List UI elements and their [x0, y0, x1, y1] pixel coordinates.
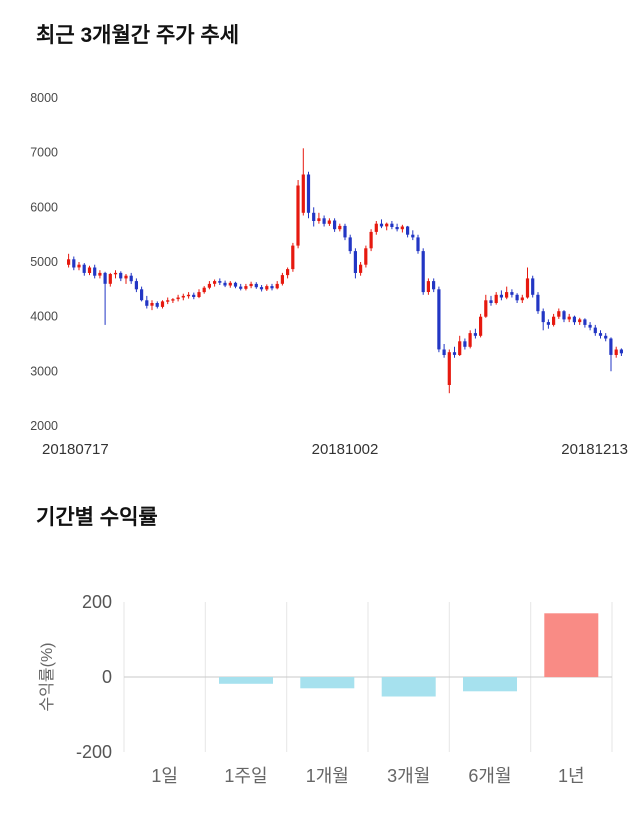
- svg-text:20181213: 20181213: [561, 441, 628, 458]
- page: { "chart_data": [ { "type": "candlestick…: [0, 22, 640, 832]
- svg-text:0: 0: [102, 667, 112, 687]
- svg-text:5000: 5000: [30, 255, 58, 269]
- price-chart-title: 최근 3개월간 주가 추세: [36, 24, 240, 47]
- svg-text:6000: 6000: [30, 200, 58, 214]
- candlestick-chart-svg: 2000 3000 4000 5000 6000 7000 8000 20180717 2018…: [30, 91, 628, 458]
- svg-text:20180717: 20180717: [42, 441, 109, 458]
- svg-text:수익률(%): 수익률(%): [38, 642, 56, 711]
- svg-text:20181002: 20181002: [312, 441, 379, 458]
- svg-text:7000: 7000: [30, 146, 58, 160]
- svg-text:1년: 1년: [558, 766, 585, 786]
- svg-text:-200: -200: [76, 742, 112, 762]
- svg-text:6개월: 6개월: [468, 766, 511, 786]
- svg-text:1주일: 1주일: [224, 766, 267, 786]
- svg-text:3개월: 3개월: [387, 766, 430, 786]
- returns-chart-title: 기간별 수익률: [36, 506, 158, 529]
- svg-text:200: 200: [82, 592, 112, 612]
- svg-text:8000: 8000: [30, 91, 58, 105]
- svg-text:4000: 4000: [30, 310, 58, 324]
- svg-text:3000: 3000: [30, 364, 58, 378]
- svg-text:2000: 2000: [30, 419, 58, 433]
- returns-bar-chart: 200 0 -200 수익률(%) 1일 1주일 1개월 3개월 6개월 1년: [0, 582, 640, 810]
- price-candlestick-chart: 2000 3000 4000 5000 6000 7000 8000 20180717 2018…: [0, 58, 640, 458]
- bar-chart-svg: 200 0 -200 수익률(%) 1일 1주일 1개월 3개월 6개월 1년: [38, 592, 613, 786]
- svg-text:1일: 1일: [151, 766, 178, 786]
- svg-text:1개월: 1개월: [306, 766, 349, 786]
